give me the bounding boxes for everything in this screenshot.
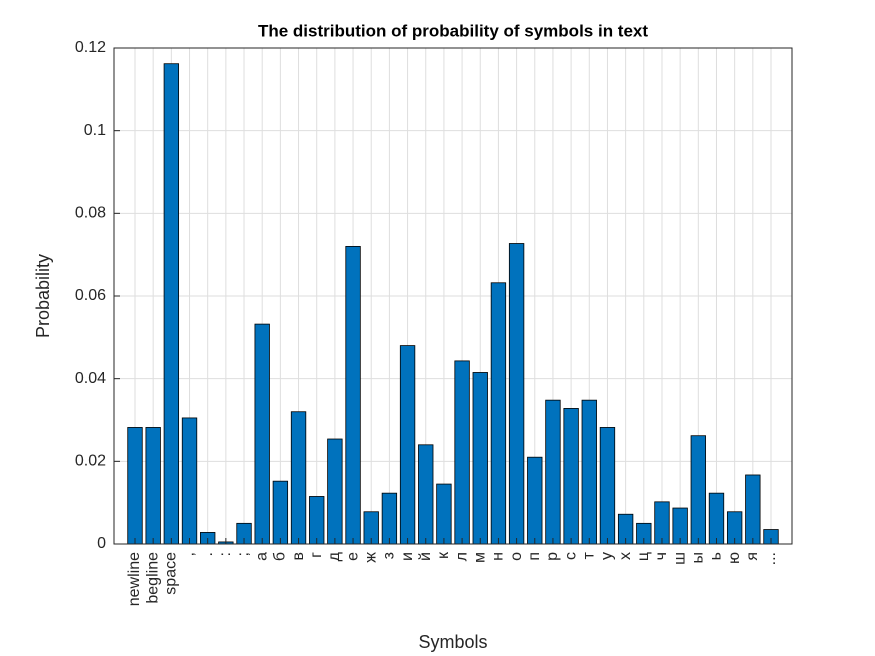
x-tick-label: е [344,552,361,561]
x-tick-label: н [490,552,507,561]
y-tick-label: 0.02 [75,453,106,470]
x-tick-label: б [272,552,289,561]
y-tick-label: 0 [97,535,106,552]
x-tick-label: ... [762,552,779,565]
bar [472,372,488,545]
bar [563,408,579,545]
x-tick-label: ш [671,552,688,565]
bar [290,411,307,545]
y-tick-label: 0.12 [75,39,106,56]
bar [527,456,543,545]
x-tick-label: space [163,552,180,595]
bar [436,483,452,545]
x-tick-label: и [399,552,416,561]
chart-title: The distribution of probability of symbo… [258,21,648,40]
bar [327,438,343,545]
bar [145,427,161,545]
bar [599,427,616,545]
x-tick-label: ь [708,552,725,560]
x-tick-label: д [326,551,343,561]
bar [490,282,507,545]
axes-box [113,47,793,545]
x-tick-label: я [744,552,761,561]
x-tick-label: : [217,552,234,556]
y-tick-label: 0.1 [84,122,106,139]
y-tick-label: 0.08 [75,205,106,222]
x-tick-label: к [435,551,452,559]
x-tick-label: begline [144,552,161,604]
x-tick-label: , [181,552,198,556]
x-tick-label: л [453,552,470,561]
x-tick-label: с [562,552,579,560]
bar [508,243,525,545]
x-tick-label: newline [126,552,143,606]
bar [418,444,434,545]
x-tick-label: ; [235,552,252,556]
x-tick-label: у [599,552,616,560]
x-tick-label: а [253,552,270,561]
bar [745,474,761,545]
bar [163,63,180,545]
x-tick-label: ц [635,552,652,561]
bar [708,492,725,545]
x-tick-label: з [381,552,398,559]
bar [309,496,325,545]
bar [581,399,597,545]
y-tick-label: 0.06 [75,287,106,304]
x-tick-label: о [508,552,525,561]
x-tick-label: в [290,552,307,561]
y-tick-label: 0.04 [75,370,106,387]
x-tick-label: г [308,552,325,558]
bar [654,501,670,545]
bar [181,417,198,545]
bar [545,399,561,545]
x-tick-label: т [581,551,598,559]
y-axis-label: Probability [33,254,53,338]
x-tick-label: й [417,552,434,561]
bar [454,360,470,545]
bar [254,323,270,545]
x-tick-label: . [199,552,216,556]
bar [690,435,706,545]
bar [272,480,289,545]
x-tick-label: п [526,552,543,561]
x-tick-label: ю [726,552,743,564]
x-tick-label: ч [653,552,670,560]
bar [381,492,398,545]
bar [399,345,416,545]
x-tick-label: ж [362,552,379,563]
bar [127,427,143,545]
x-tick-label: х [617,552,634,560]
bar [345,245,361,545]
x-tick-label: р [544,552,561,561]
x-tick-label: м [471,552,488,563]
x-tick-label: ы [690,552,707,564]
x-axis-label: Symbols [418,632,487,652]
